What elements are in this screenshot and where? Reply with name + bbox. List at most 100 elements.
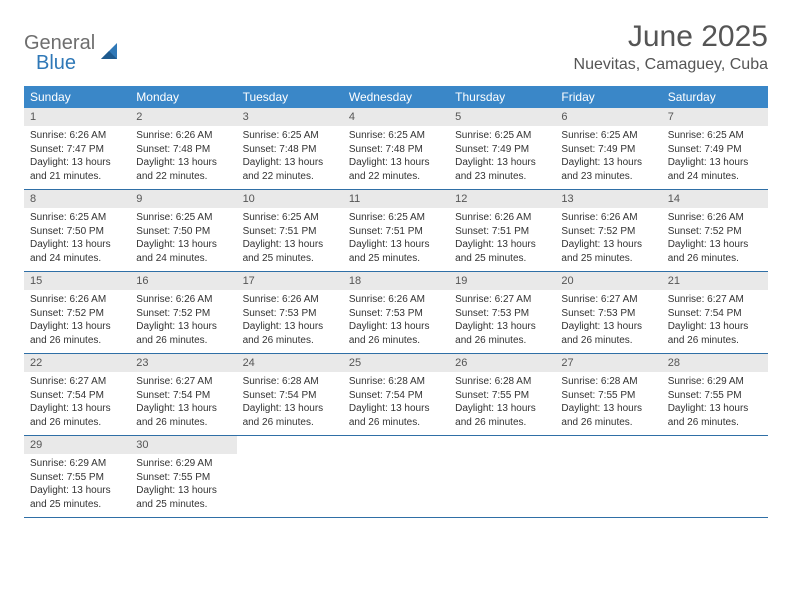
day-cell: 16Sunrise: 6:26 AMSunset: 7:52 PMDayligh… [130, 272, 236, 353]
day-cell: 5Sunrise: 6:25 AMSunset: 7:49 PMDaylight… [449, 108, 555, 189]
day-number: 18 [343, 272, 449, 290]
day-details: Sunrise: 6:25 AMSunset: 7:51 PMDaylight:… [343, 208, 449, 265]
day-details: Sunrise: 6:28 AMSunset: 7:55 PMDaylight:… [555, 372, 661, 429]
day-cell: 23Sunrise: 6:27 AMSunset: 7:54 PMDayligh… [130, 354, 236, 435]
day-details: Sunrise: 6:25 AMSunset: 7:48 PMDaylight:… [237, 126, 343, 183]
day-details: Sunrise: 6:27 AMSunset: 7:53 PMDaylight:… [555, 290, 661, 347]
day-details: Sunrise: 6:28 AMSunset: 7:54 PMDaylight:… [237, 372, 343, 429]
day-cell: 13Sunrise: 6:26 AMSunset: 7:52 PMDayligh… [555, 190, 661, 271]
day-details: Sunrise: 6:27 AMSunset: 7:54 PMDaylight:… [24, 372, 130, 429]
day-number: 21 [662, 272, 768, 290]
day-cell: 27Sunrise: 6:28 AMSunset: 7:55 PMDayligh… [555, 354, 661, 435]
day-number: 9 [130, 190, 236, 208]
day-details: Sunrise: 6:26 AMSunset: 7:52 PMDaylight:… [24, 290, 130, 347]
day-details: Sunrise: 6:26 AMSunset: 7:53 PMDaylight:… [237, 290, 343, 347]
day-number: 27 [555, 354, 661, 372]
day-cell: 28Sunrise: 6:29 AMSunset: 7:55 PMDayligh… [662, 354, 768, 435]
day-number: 30 [130, 436, 236, 454]
day-number: 20 [555, 272, 661, 290]
day-number: 25 [343, 354, 449, 372]
day-cell: 30Sunrise: 6:29 AMSunset: 7:55 PMDayligh… [130, 436, 236, 517]
day-cell: 11Sunrise: 6:25 AMSunset: 7:51 PMDayligh… [343, 190, 449, 271]
day-number: 23 [130, 354, 236, 372]
day-cell: 21Sunrise: 6:27 AMSunset: 7:54 PMDayligh… [662, 272, 768, 353]
day-details: Sunrise: 6:25 AMSunset: 7:49 PMDaylight:… [449, 126, 555, 183]
weekday-row: SundayMondayTuesdayWednesdayThursdayFrid… [24, 86, 768, 108]
day-details: Sunrise: 6:27 AMSunset: 7:54 PMDaylight:… [662, 290, 768, 347]
day-details: Sunrise: 6:25 AMSunset: 7:51 PMDaylight:… [237, 208, 343, 265]
week-row: 1Sunrise: 6:26 AMSunset: 7:47 PMDaylight… [24, 108, 768, 190]
day-details: Sunrise: 6:25 AMSunset: 7:48 PMDaylight:… [343, 126, 449, 183]
week-row: 15Sunrise: 6:26 AMSunset: 7:52 PMDayligh… [24, 272, 768, 354]
day-details: Sunrise: 6:25 AMSunset: 7:50 PMDaylight:… [24, 208, 130, 265]
day-details: Sunrise: 6:26 AMSunset: 7:52 PMDaylight:… [130, 290, 236, 347]
day-cell: 1Sunrise: 6:26 AMSunset: 7:47 PMDaylight… [24, 108, 130, 189]
day-details: Sunrise: 6:26 AMSunset: 7:51 PMDaylight:… [449, 208, 555, 265]
day-number: 10 [237, 190, 343, 208]
day-cell [343, 436, 449, 517]
day-number: 2 [130, 108, 236, 126]
weekday-label: Saturday [662, 86, 768, 108]
day-cell: 19Sunrise: 6:27 AMSunset: 7:53 PMDayligh… [449, 272, 555, 353]
day-details: Sunrise: 6:28 AMSunset: 7:55 PMDaylight:… [449, 372, 555, 429]
title-block: June 2025 Nuevitas, Camaguey, Cuba [574, 20, 768, 74]
day-details: Sunrise: 6:25 AMSunset: 7:49 PMDaylight:… [555, 126, 661, 183]
day-cell: 2Sunrise: 6:26 AMSunset: 7:48 PMDaylight… [130, 108, 236, 189]
day-number: 3 [237, 108, 343, 126]
weekday-label: Thursday [449, 86, 555, 108]
logo-sail-icon [99, 41, 121, 68]
day-details: Sunrise: 6:27 AMSunset: 7:54 PMDaylight:… [130, 372, 236, 429]
day-cell [662, 436, 768, 517]
day-number: 28 [662, 354, 768, 372]
day-number: 19 [449, 272, 555, 290]
day-cell: 9Sunrise: 6:25 AMSunset: 7:50 PMDaylight… [130, 190, 236, 271]
day-details: Sunrise: 6:27 AMSunset: 7:53 PMDaylight:… [449, 290, 555, 347]
day-cell: 7Sunrise: 6:25 AMSunset: 7:49 PMDaylight… [662, 108, 768, 189]
day-cell: 6Sunrise: 6:25 AMSunset: 7:49 PMDaylight… [555, 108, 661, 189]
logo: General Blue [24, 20, 121, 74]
day-number: 8 [24, 190, 130, 208]
day-details: Sunrise: 6:25 AMSunset: 7:49 PMDaylight:… [662, 126, 768, 183]
day-number: 5 [449, 108, 555, 126]
weekday-label: Friday [555, 86, 661, 108]
day-number: 1 [24, 108, 130, 126]
day-cell: 3Sunrise: 6:25 AMSunset: 7:48 PMDaylight… [237, 108, 343, 189]
month-title: June 2025 [574, 20, 768, 54]
day-cell [555, 436, 661, 517]
day-cell: 20Sunrise: 6:27 AMSunset: 7:53 PMDayligh… [555, 272, 661, 353]
day-details: Sunrise: 6:25 AMSunset: 7:50 PMDaylight:… [130, 208, 236, 265]
day-cell [449, 436, 555, 517]
day-number: 24 [237, 354, 343, 372]
day-number: 4 [343, 108, 449, 126]
calendar: SundayMondayTuesdayWednesdayThursdayFrid… [24, 86, 768, 518]
logo-text-blue: Blue [36, 52, 76, 74]
day-details: Sunrise: 6:26 AMSunset: 7:48 PMDaylight:… [130, 126, 236, 183]
logo-text-general: General [24, 32, 95, 54]
location: Nuevitas, Camaguey, Cuba [574, 56, 768, 74]
day-cell: 10Sunrise: 6:25 AMSunset: 7:51 PMDayligh… [237, 190, 343, 271]
day-cell: 15Sunrise: 6:26 AMSunset: 7:52 PMDayligh… [24, 272, 130, 353]
day-cell: 4Sunrise: 6:25 AMSunset: 7:48 PMDaylight… [343, 108, 449, 189]
day-number: 12 [449, 190, 555, 208]
day-details: Sunrise: 6:26 AMSunset: 7:52 PMDaylight:… [555, 208, 661, 265]
day-cell: 25Sunrise: 6:28 AMSunset: 7:54 PMDayligh… [343, 354, 449, 435]
day-number: 14 [662, 190, 768, 208]
day-number: 11 [343, 190, 449, 208]
day-number: 13 [555, 190, 661, 208]
day-details: Sunrise: 6:26 AMSunset: 7:52 PMDaylight:… [662, 208, 768, 265]
day-cell: 17Sunrise: 6:26 AMSunset: 7:53 PMDayligh… [237, 272, 343, 353]
day-cell [237, 436, 343, 517]
day-number: 29 [24, 436, 130, 454]
day-number: 7 [662, 108, 768, 126]
day-number: 26 [449, 354, 555, 372]
weekday-label: Wednesday [343, 86, 449, 108]
header: General Blue June 2025 Nuevitas, Camague… [24, 20, 768, 74]
day-details: Sunrise: 6:26 AMSunset: 7:47 PMDaylight:… [24, 126, 130, 183]
day-details: Sunrise: 6:29 AMSunset: 7:55 PMDaylight:… [662, 372, 768, 429]
day-cell: 29Sunrise: 6:29 AMSunset: 7:55 PMDayligh… [24, 436, 130, 517]
day-details: Sunrise: 6:29 AMSunset: 7:55 PMDaylight:… [24, 454, 130, 511]
day-number: 16 [130, 272, 236, 290]
day-cell: 22Sunrise: 6:27 AMSunset: 7:54 PMDayligh… [24, 354, 130, 435]
day-cell: 14Sunrise: 6:26 AMSunset: 7:52 PMDayligh… [662, 190, 768, 271]
day-details: Sunrise: 6:28 AMSunset: 7:54 PMDaylight:… [343, 372, 449, 429]
